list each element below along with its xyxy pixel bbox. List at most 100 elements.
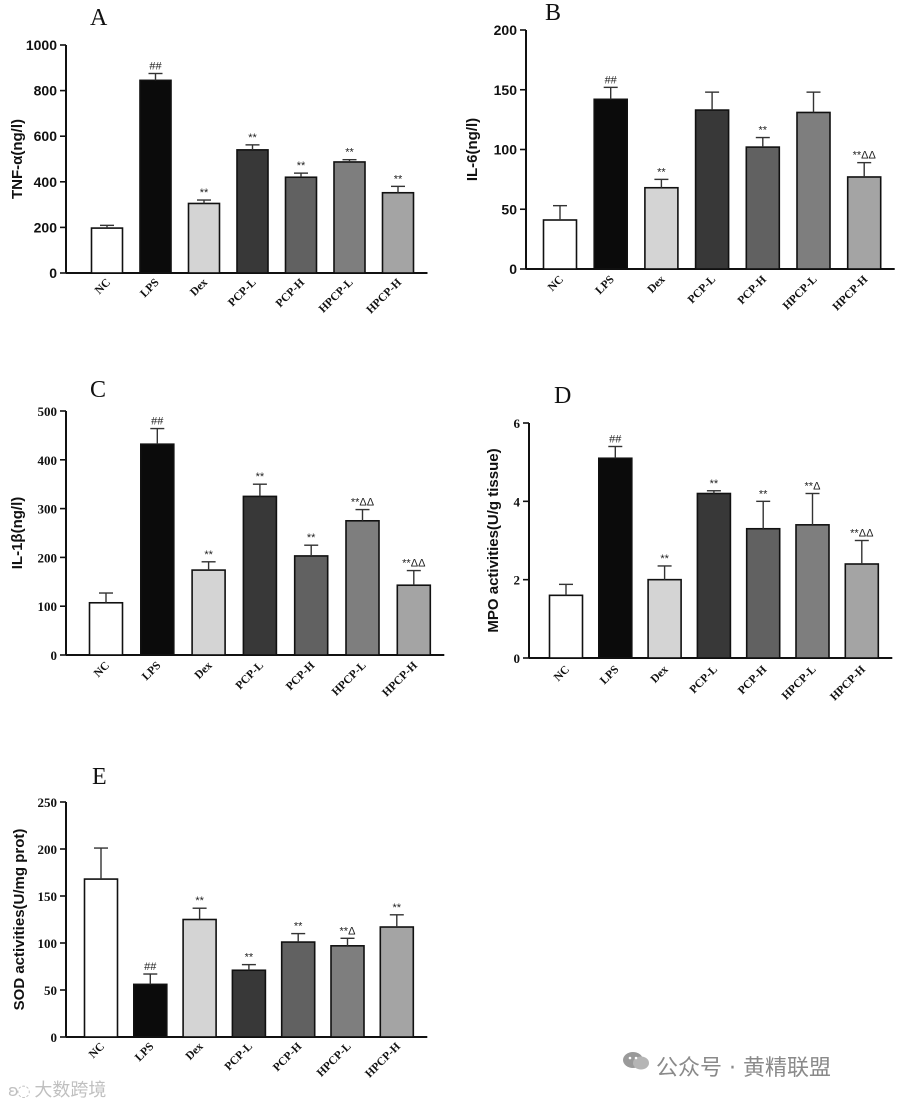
x-tick-label: PCP-L	[234, 659, 267, 692]
y-tick-label: 200	[494, 22, 518, 38]
bar-nc	[542, 219, 578, 270]
panel-letter: D	[554, 383, 571, 409]
significance-label: **	[759, 125, 768, 137]
bar-pcp-h	[745, 146, 781, 270]
y-axis-label: IL-6(ng/l)	[464, 118, 481, 181]
significance-label: **ΔΔ	[351, 497, 375, 509]
bar-pcp-h	[293, 555, 329, 656]
significance-label: ##	[151, 416, 164, 428]
bar-dex	[647, 578, 682, 659]
x-tick-label: NC	[92, 660, 112, 680]
bar-lps	[593, 98, 629, 270]
significance-label: **	[297, 160, 306, 172]
x-tick-label: LPS	[598, 664, 621, 687]
x-tick-label: LPS	[138, 277, 161, 300]
x-tick-label: LPS	[133, 1041, 156, 1064]
significance-label: **	[294, 921, 303, 933]
bar-pcp-l	[231, 969, 267, 1038]
y-tick-label: 300	[38, 502, 58, 517]
significance-label: ##	[605, 74, 618, 86]
significance-label: **Δ	[805, 481, 822, 493]
chart-panel-b: B 0 50 100 150 200 IL-6(ng/l) NC ## LPS ** Dex PCP-L…	[464, 0, 895, 313]
x-tick-label: PCP-L	[226, 276, 259, 309]
bar-hpcp-h	[846, 176, 882, 270]
x-tick-label: Dex	[184, 1040, 206, 1062]
significance-label: **	[307, 532, 316, 544]
y-tick-label: 500	[38, 404, 58, 419]
significance-label: **	[345, 147, 354, 159]
y-tick-label: 150	[38, 889, 58, 904]
x-tick-label: HPCP-L	[781, 273, 820, 312]
x-tick-label: PCP-H	[736, 664, 769, 697]
y-tick-label: 0	[51, 648, 58, 663]
y-tick-label: 50	[44, 983, 57, 998]
bar-dex	[182, 918, 217, 1038]
x-tick-label: HPCP-H	[363, 1041, 403, 1081]
x-tick-label: HPCP-H	[380, 660, 420, 700]
y-tick-label: 100	[38, 936, 58, 951]
bar-nc	[548, 594, 584, 659]
x-tick-label: PCP-H	[274, 277, 307, 310]
y-tick-label: 50	[501, 201, 517, 217]
panel-letter: C	[90, 377, 106, 403]
chart-panel-d: D 0 2 4 6 MPO activities(U/g tissue) NC ## LPS **…	[485, 383, 893, 703]
watermark-right: 公众号 · 黄精联盟	[622, 1050, 831, 1082]
x-tick-label: HPCP-H	[831, 274, 871, 314]
bar-pcp-l	[236, 149, 269, 274]
y-tick-label: 200	[34, 219, 58, 235]
y-tick-label: 1000	[26, 37, 57, 53]
x-tick-label: HPCP-L	[780, 663, 819, 702]
significance-label: **	[195, 895, 204, 907]
watermark-right-text: 公众号 · 黄精联盟	[656, 1056, 831, 1081]
x-tick-label: Dex	[645, 273, 667, 295]
significance-label: **	[204, 549, 213, 561]
y-axis-label: TNF-α(ng/l)	[9, 119, 26, 199]
significance-label: **	[660, 553, 669, 565]
y-tick-label: 200	[38, 842, 58, 857]
x-tick-label: NC	[93, 277, 113, 297]
bar-lps	[140, 443, 175, 656]
x-tick-label: PCP-L	[686, 273, 719, 306]
bar-pcp-l	[694, 109, 730, 270]
y-axis-label: MPO activities(U/g tissue)	[485, 448, 502, 632]
panel-letter: A	[90, 5, 108, 31]
significance-label: **ΔΔ	[850, 528, 874, 540]
bar-hpcp-l	[330, 945, 365, 1038]
significance-label: **	[710, 478, 719, 490]
panel-letter: E	[92, 764, 107, 790]
significance-label: **ΔΔ	[853, 150, 877, 162]
significance-label: ##	[144, 961, 157, 973]
bar-pcp-h	[280, 941, 316, 1038]
chart-panel-c: C 0 100 200 300 400 500 IL-1β(ng/l) NC ## LPS ** Dex…	[9, 377, 445, 700]
y-tick-label: 100	[494, 142, 518, 158]
bar-dex	[644, 186, 679, 270]
x-tick-label: PCP-H	[736, 274, 769, 307]
x-tick-label: Dex	[188, 276, 210, 298]
bar-lps	[597, 457, 633, 659]
significance-label: **	[394, 173, 403, 185]
bar-hpcp-l	[796, 111, 831, 270]
y-tick-label: 0	[51, 1030, 58, 1045]
significance-label: **	[245, 952, 254, 964]
y-tick-label: 0	[514, 651, 521, 666]
x-tick-label: LPS	[593, 274, 616, 297]
y-tick-label: 600	[34, 128, 58, 144]
significance-label: **Δ	[340, 925, 357, 937]
bar-pcp-l	[696, 492, 732, 659]
y-tick-label: 200	[38, 550, 58, 565]
y-tick-label: 150	[494, 82, 518, 98]
bar-hpcp-h	[396, 584, 432, 656]
brand-logo-icon: ʚ◌	[8, 1081, 31, 1100]
bar-hpcp-h	[379, 926, 415, 1038]
bar-pcp-h	[284, 176, 318, 274]
bar-nc	[83, 878, 119, 1038]
x-tick-label: LPS	[140, 660, 163, 683]
y-tick-label: 400	[38, 453, 58, 468]
x-tick-label: HPCP-L	[330, 659, 369, 698]
x-tick-label: NC	[552, 664, 572, 684]
chart-panel-e: E 0 50 100 150 200 250 SOD activities(U/mg prot…	[11, 764, 428, 1081]
x-tick-label: PCP-L	[223, 1040, 256, 1073]
chart-panel-a: A 0 200 400 600 800 1000 TNF-α(ng/l) NC ## LPS ** De…	[9, 5, 428, 316]
y-tick-label: 6	[514, 416, 521, 431]
